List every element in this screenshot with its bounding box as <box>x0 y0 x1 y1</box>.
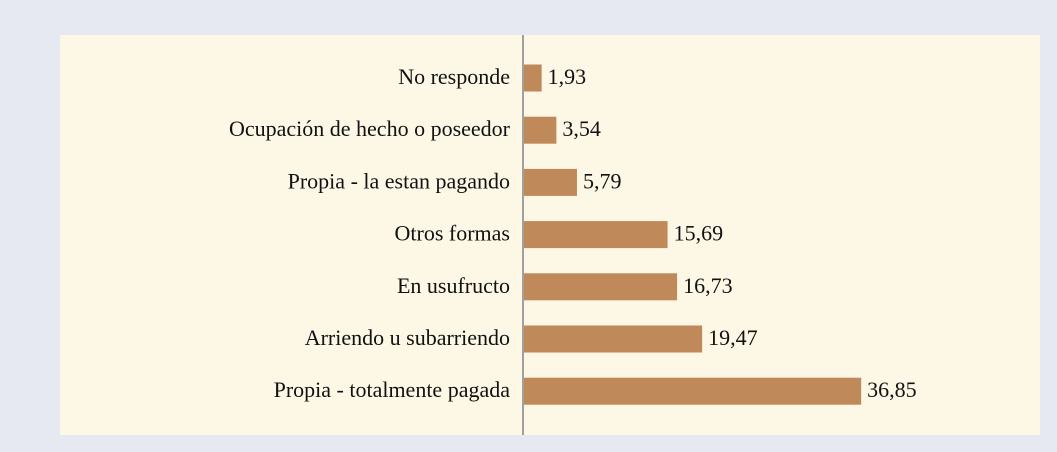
value-label: 1,93 <box>548 64 587 89</box>
bar <box>524 325 703 353</box>
category-label: Propia - totalmente pagada <box>274 377 511 402</box>
category-label: Otros formas <box>395 221 510 246</box>
bar <box>524 221 668 249</box>
value-label: 15,69 <box>674 221 724 246</box>
bar <box>524 273 678 301</box>
value-label: 3,54 <box>562 116 601 141</box>
category-label: No responde <box>398 64 510 89</box>
category-label: En usufructo <box>397 273 510 298</box>
bar <box>524 64 542 92</box>
category-label: Ocupación de hecho o poseedor <box>229 116 511 141</box>
value-label: 19,47 <box>708 325 758 350</box>
bar <box>524 116 557 144</box>
value-label: 5,79 <box>583 168 622 193</box>
category-label: Arriendo u subarriendo <box>305 325 510 350</box>
value-label: 36,85 <box>867 377 917 402</box>
bar <box>524 377 862 405</box>
category-label: Propia - la estan pagando <box>288 168 510 193</box>
value-label: 16,73 <box>683 273 733 298</box>
bar <box>524 168 577 196</box>
